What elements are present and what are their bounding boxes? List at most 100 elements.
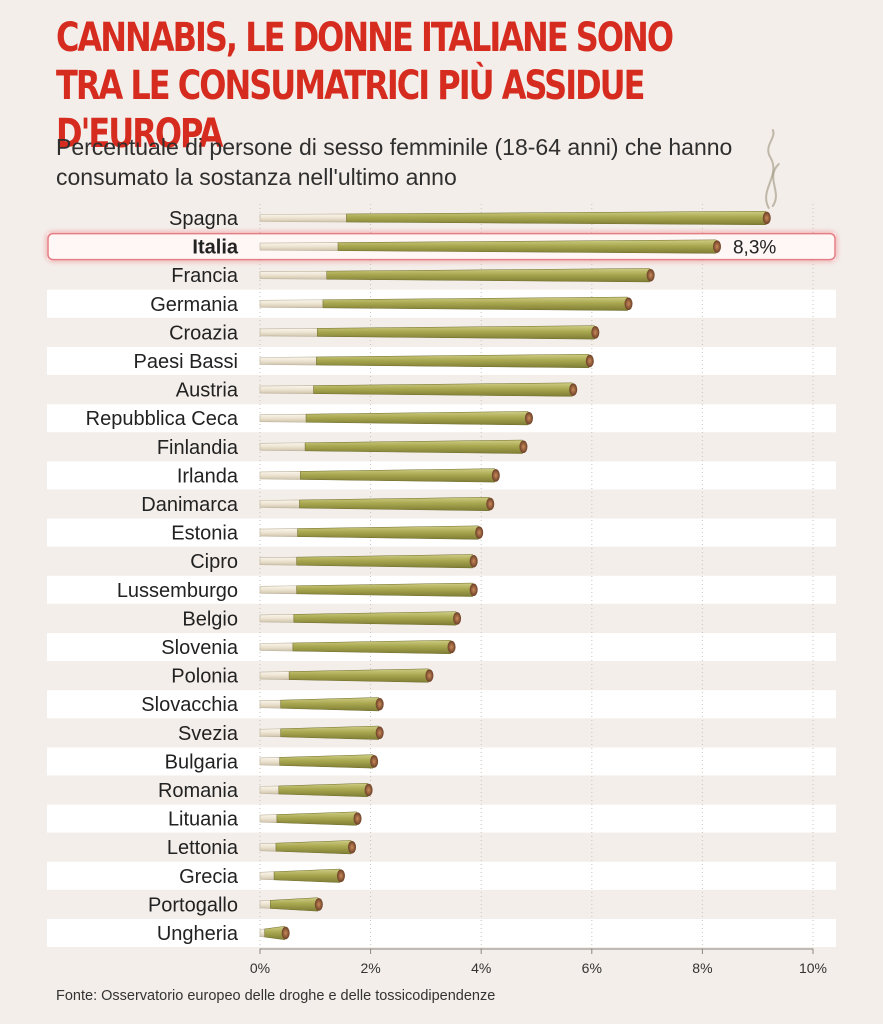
bar-filter xyxy=(259,728,281,738)
row-stripe xyxy=(47,690,836,719)
bar xyxy=(275,840,355,855)
category-label: Repubblica Ceca xyxy=(86,408,239,430)
category-label: Belgio xyxy=(182,608,238,630)
chart-title: CANNABIS, LE DONNE ITALIANE SONO TRA LE … xyxy=(56,15,674,157)
x-tick-label: 2% xyxy=(360,960,380,976)
bar-filter xyxy=(259,385,314,394)
category-label: Slovenia xyxy=(161,637,239,659)
x-tick-label: 10% xyxy=(799,960,827,976)
bar-tip xyxy=(353,812,362,825)
bar-filter xyxy=(259,842,277,852)
category-label: Grecia xyxy=(179,866,239,888)
category-labels: Spagna Italia Francia Germania Croazia Paesi … xyxy=(86,208,239,945)
bar-filter xyxy=(259,785,280,795)
bar xyxy=(326,268,653,283)
bar-filter xyxy=(259,556,297,566)
bar-tip xyxy=(585,354,594,368)
bar-tip xyxy=(348,840,357,854)
bar-tip xyxy=(524,411,533,425)
bar xyxy=(280,725,382,740)
bar-tip xyxy=(646,268,655,282)
category-label: Estonia xyxy=(171,523,239,545)
bar-filter xyxy=(259,270,328,280)
bar-filter xyxy=(259,928,266,938)
bar-filter xyxy=(259,614,295,623)
bar-tip xyxy=(762,211,771,225)
smoke-decoration xyxy=(765,129,780,209)
smoke-wisp xyxy=(765,129,775,209)
bar xyxy=(299,496,493,512)
row-stripe xyxy=(47,861,836,890)
bar-tip xyxy=(336,869,345,883)
category-label: Portogallo xyxy=(148,894,238,916)
category-label: Finlandia xyxy=(157,437,239,459)
bar xyxy=(317,325,598,340)
smoke-wisp xyxy=(771,163,780,207)
bar-tip xyxy=(475,526,484,539)
category-label: Cipro xyxy=(190,551,238,573)
source-note: Fonte: Osservatorio europeo delle droghe… xyxy=(56,988,496,1004)
x-tick-label: 4% xyxy=(471,960,491,976)
bar-filter xyxy=(259,871,275,881)
bar-filter xyxy=(259,356,317,366)
bar-tip xyxy=(469,554,478,568)
bar xyxy=(313,382,576,397)
category-label: Spagna xyxy=(169,208,239,230)
bar-tip xyxy=(447,640,456,654)
row-stripe xyxy=(47,919,836,947)
bar-tip xyxy=(486,497,495,511)
bar-filter xyxy=(259,528,298,537)
bar-tip xyxy=(712,240,721,253)
category-label: Paesi Bassi xyxy=(134,351,239,373)
bar-tip xyxy=(491,469,500,482)
category-label: Lettonia xyxy=(167,837,239,859)
bar-tip xyxy=(375,726,384,740)
category-label: Italia xyxy=(192,237,238,259)
bar-filter xyxy=(259,757,281,766)
category-label: Lituania xyxy=(168,809,239,831)
category-label: Irlanda xyxy=(177,465,239,487)
bar-tip xyxy=(519,440,528,454)
bar-filter xyxy=(259,213,347,223)
bar xyxy=(296,554,476,569)
bar-tip xyxy=(370,755,379,768)
x-axis: 0% 2% 4% 6% 8% 10% xyxy=(250,948,827,976)
x-tick-label: 6% xyxy=(582,960,602,976)
bar-filter xyxy=(259,671,290,680)
category-label: Ungheria xyxy=(157,923,239,945)
category-label: Danimarca xyxy=(141,494,239,516)
bars: 8,3% xyxy=(259,210,776,941)
bar-filter xyxy=(259,585,297,595)
bar-filter xyxy=(259,471,301,480)
bar-filter xyxy=(259,642,294,652)
bar-filter xyxy=(259,299,324,309)
bar xyxy=(346,210,770,226)
bar-tip xyxy=(281,926,290,940)
category-label: Svezia xyxy=(178,723,239,745)
category-label: Lussemburgo xyxy=(117,580,238,602)
bar-filter xyxy=(259,442,306,452)
category-label: Francia xyxy=(171,265,239,287)
bar-filter xyxy=(259,499,300,509)
bar-filter xyxy=(259,413,307,423)
bar-tip xyxy=(453,612,462,625)
x-tick-label: 0% xyxy=(250,960,270,976)
bar-tip xyxy=(425,669,434,682)
category-label: Austria xyxy=(176,380,239,402)
category-label: Polonia xyxy=(171,666,239,688)
bar-tip xyxy=(314,898,323,911)
bar xyxy=(273,868,344,883)
category-label: Croazia xyxy=(169,322,239,344)
bar-filter xyxy=(259,814,278,823)
bar-filter xyxy=(259,900,271,909)
bar xyxy=(293,611,460,626)
chart-subtitle: Percentuale di persone di sesso femminil… xyxy=(56,134,733,190)
row-stripe xyxy=(47,747,836,776)
x-tick-label: 8% xyxy=(692,960,712,976)
category-label: Romania xyxy=(158,780,239,802)
bar xyxy=(278,782,371,798)
bar-filter xyxy=(259,242,339,251)
bar xyxy=(288,668,432,683)
bar-tip xyxy=(569,383,578,396)
category-label: Germania xyxy=(150,294,239,316)
